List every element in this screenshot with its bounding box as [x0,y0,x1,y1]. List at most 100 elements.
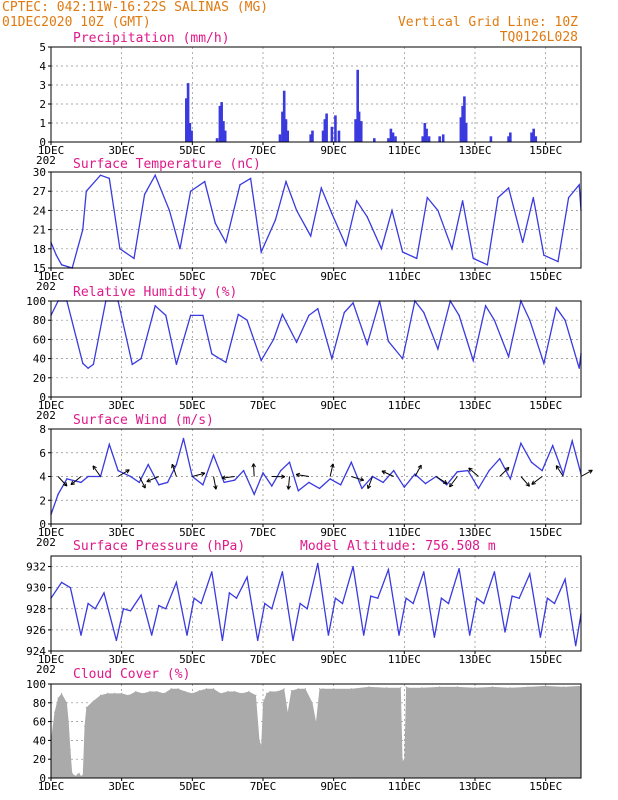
panel-precip: Precipitation (mm/h) 0 1 2 3 4 5 1DEC 3DEC 5DEC 7D… [36,31,582,167]
cloud-point [262,702,264,704]
y-tick-label: 40 [33,353,46,366]
wind-point [129,475,132,478]
precip-bar [534,136,538,142]
rh-point [189,314,192,317]
rh-point [458,314,460,317]
temp-point [274,219,277,221]
pres-point [221,639,224,642]
precip-bar [190,130,193,142]
cloud-point [73,774,75,776]
precip-bar [220,102,223,142]
wind-arrow [146,476,159,483]
precip-bar [530,132,533,142]
wind-arrow [414,464,422,477]
x-tick-label: 13DEC [458,270,491,283]
rh-point [281,313,284,316]
cloud-point [128,694,130,696]
cloud-point [163,692,165,695]
y-tick-label: 100 [26,295,46,308]
temp-point [543,254,545,256]
cloud-point [269,690,271,693]
wind-point [382,481,384,484]
wind-arrow [499,466,510,477]
wind-arrowhead [504,466,510,472]
x-tick-label: 5DEC [179,144,206,157]
wind-arrow [92,465,101,477]
wind-point [108,443,111,446]
wind-arrow [449,476,458,488]
wind-point [308,481,310,484]
rh-point [308,314,310,317]
cloud-point [82,774,84,776]
wind-point [212,454,215,456]
wind-arrowhead [449,482,454,488]
wind-arrow [468,467,479,477]
pres-point [398,634,400,636]
x-year-cutoff: 202 [36,663,56,676]
temp-point [260,251,262,253]
y-tick-label: 4 [39,471,46,484]
y-tick-label: 27 [33,185,46,198]
x-tick-label: 5DEC [179,270,206,283]
x-tick-label: 11DEC [388,653,421,666]
x-tick-label: 11DEC [388,399,421,412]
wind-point [262,472,264,474]
temp-point [214,222,216,224]
x-tick-label: 15DEC [529,780,562,793]
cloud-point [53,711,56,713]
cloud-point [333,688,335,690]
wind-arrowhead [468,467,473,472]
precip-bar [459,117,463,142]
cloud-point [85,706,87,709]
temp-point [204,180,206,183]
run-code: TQ0126L028 [500,30,578,45]
cloud-point [562,686,564,688]
precip-bar [391,132,395,142]
precip-bar [421,136,425,142]
precip-bar [321,130,325,142]
wind-arrowhead [221,475,226,480]
pres-point [140,594,142,596]
x-tick-label: 11DEC [388,144,421,157]
x-year-cutoff: 202 [36,154,56,167]
precip-bar [185,98,188,142]
cloud-point [492,686,494,688]
pres-point [511,595,513,597]
x-tick-label: 3DEC [108,399,135,412]
cloud-point [198,689,200,692]
model-altitude: Model Altitude: 756.508 m [300,539,496,554]
wind-arrowhead [286,485,291,490]
precip-bar [464,123,468,142]
temp-line [50,173,582,269]
x-tick-label: 3DEC [108,526,135,539]
x-tick-label: 11DEC [388,526,421,539]
wind-arrowhead [443,479,448,485]
x-tick-label: 15DEC [529,144,562,157]
wind-arrow [367,476,374,489]
cloud-point [350,688,352,690]
temp-point [451,248,453,250]
y-tick-label: 15 [33,262,46,275]
temp-point [55,254,57,256]
x-tick-label: 3DEC [108,653,135,666]
wind-point [488,469,490,472]
precip-bar [359,121,363,142]
wind-point [499,457,501,460]
wind-point [562,473,565,475]
precip-bar [489,136,493,142]
pres-point [518,597,520,599]
panel-title: Precipitation (mm/h) [73,31,230,46]
y-tick-label: 928 [26,603,46,616]
rh-point [131,363,133,366]
precip-bar [223,130,227,142]
temp-point [557,260,559,263]
pres-point [352,565,354,568]
rh-point [140,357,142,360]
wind-arrow [70,476,82,486]
wind-point [271,485,273,487]
panel-frame [50,555,582,652]
rh-point [543,362,545,365]
cloud-point [80,775,82,777]
y-tick-label: 30 [33,166,46,179]
temp-point [497,196,499,199]
